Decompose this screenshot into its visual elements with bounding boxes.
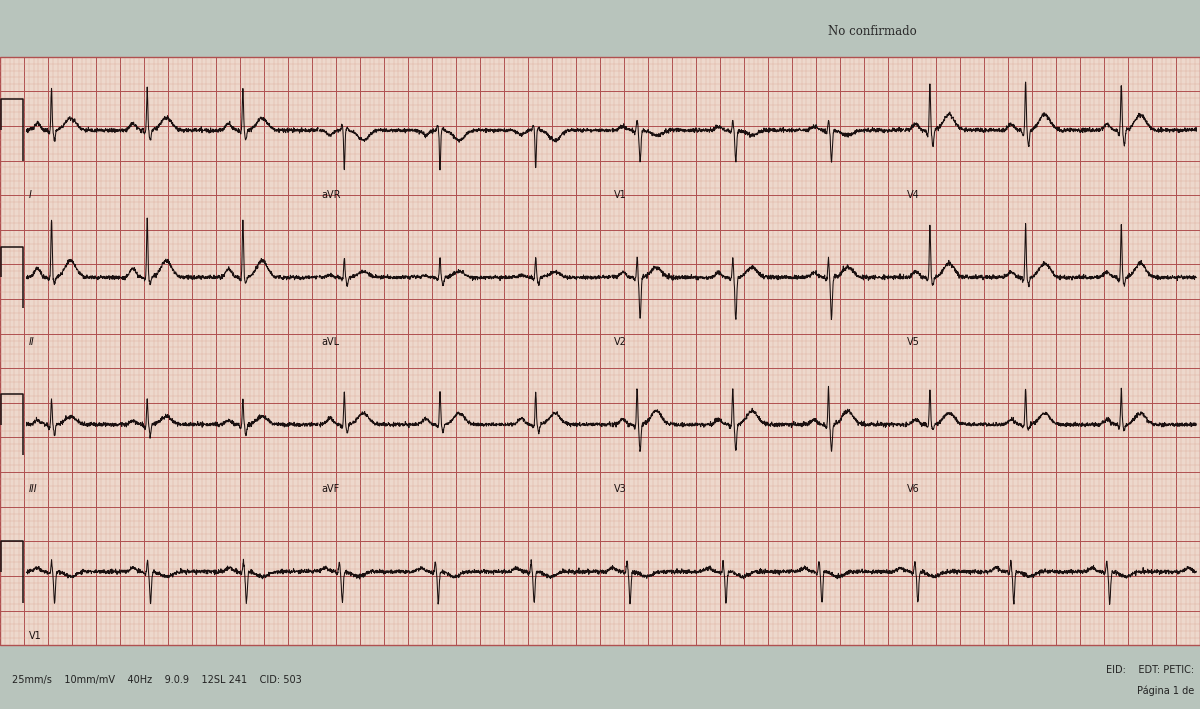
- Text: V5: V5: [907, 337, 920, 347]
- Text: No confirmado: No confirmado: [828, 25, 917, 38]
- Text: V6: V6: [907, 484, 920, 494]
- Text: I: I: [29, 190, 31, 200]
- Text: V2: V2: [614, 337, 628, 347]
- Text: V1: V1: [29, 631, 42, 642]
- Text: V4: V4: [907, 190, 920, 200]
- Text: aVL: aVL: [322, 337, 340, 347]
- Text: V1: V1: [614, 190, 628, 200]
- Text: aVF: aVF: [322, 484, 340, 494]
- Text: aVR: aVR: [322, 190, 341, 200]
- Text: II: II: [29, 337, 35, 347]
- Text: EID:    EDT: PETIC:: EID: EDT: PETIC:: [1106, 664, 1194, 675]
- Text: V3: V3: [614, 484, 628, 494]
- Text: 25mm/s    10mm/mV    40Hz    9.0.9    12SL 241    CID: 503: 25mm/s 10mm/mV 40Hz 9.0.9 12SL 241 CID: …: [12, 675, 301, 686]
- Bar: [0, 57, 1200, 645]
- Text: III: III: [29, 484, 37, 494]
- Text: Página 1 de: Página 1 de: [1136, 686, 1194, 696]
